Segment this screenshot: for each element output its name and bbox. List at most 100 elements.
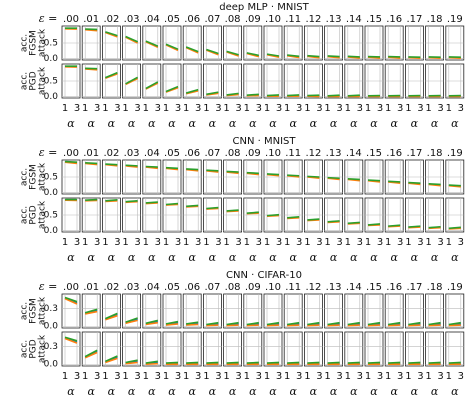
x-tick-label: 3 — [94, 103, 100, 114]
x-tick-label: 1 — [223, 103, 229, 114]
panel — [122, 331, 141, 367]
series-line — [206, 361, 219, 364]
row-label: attack — [38, 28, 48, 57]
x-tick-label: 3 — [175, 103, 181, 114]
x-tick-label: 3 — [215, 103, 221, 114]
panel — [162, 331, 182, 367]
panel — [243, 331, 263, 367]
x-axis-label: α — [168, 251, 176, 264]
series-line — [64, 337, 78, 344]
panel — [243, 293, 263, 329]
epsilon-value: .04 — [144, 282, 160, 293]
x-axis-label: α — [431, 251, 439, 264]
series-line — [307, 175, 320, 178]
x-axis-label: α — [168, 385, 176, 398]
series-line — [105, 312, 118, 320]
row-label: attack — [38, 162, 48, 191]
series-line — [347, 221, 360, 225]
x-tick-label: 3 — [296, 371, 302, 382]
x-axis-label: α — [370, 385, 378, 398]
series-line — [125, 361, 138, 365]
series-line — [246, 324, 259, 327]
x-tick-label: 1 — [304, 237, 310, 248]
series-line — [84, 351, 98, 359]
series-line — [125, 164, 138, 167]
x-tick-label: 1 — [183, 237, 189, 248]
series-line — [64, 336, 78, 342]
series-line — [125, 359, 138, 364]
panel — [202, 331, 222, 367]
series-line — [287, 94, 300, 97]
x-tick-label: 3 — [114, 237, 120, 248]
series-line — [125, 317, 138, 323]
x-axis-label: α — [128, 251, 136, 264]
epsilon-value: .05 — [164, 148, 180, 159]
x-axis-label: α — [148, 385, 156, 398]
epsilon-value: .00 — [63, 148, 79, 159]
x-tick-label: 3 — [74, 103, 80, 114]
series-line — [165, 361, 179, 364]
panel — [223, 331, 243, 367]
x-tick-label: 1 — [163, 237, 169, 248]
series-line — [206, 206, 219, 210]
panel — [142, 331, 162, 367]
x-axis-label: α — [431, 117, 439, 130]
epsilon-value: .10 — [265, 282, 281, 293]
x-tick-label: 1 — [385, 103, 391, 114]
x-tick-label: 3 — [114, 103, 120, 114]
x-tick-label: 3 — [458, 237, 464, 248]
y-tick-label: 0.5 — [44, 77, 58, 87]
series-line — [185, 88, 199, 94]
panel — [445, 293, 465, 329]
series-line — [428, 321, 441, 326]
x-tick-label: 3 — [437, 371, 443, 382]
epsilon-value: .07 — [204, 14, 220, 25]
x-axis-label: α — [310, 117, 318, 130]
series-line — [327, 94, 340, 97]
x-tick-label: 3 — [276, 371, 282, 382]
epsilon-value: .06 — [184, 282, 200, 293]
x-axis-label: α — [330, 117, 338, 130]
x-tick-label: 1 — [405, 371, 411, 382]
series-line — [125, 35, 138, 43]
series-line — [165, 166, 179, 170]
series-line — [266, 321, 280, 326]
x-axis-label: α — [451, 251, 459, 264]
y-tick-label: 0.0 — [44, 54, 59, 64]
epsilon-value: .19 — [447, 148, 463, 159]
epsilon-value: .16 — [386, 282, 402, 293]
series-line — [145, 360, 158, 364]
x-tick-label: 1 — [365, 237, 371, 248]
y-tick-label: 0.3 — [44, 342, 58, 352]
x-tick-label: 1 — [345, 371, 351, 382]
series-line — [287, 324, 300, 327]
series-line — [226, 361, 239, 364]
series-line — [145, 201, 158, 204]
series-line — [367, 361, 381, 364]
x-tick-label: 1 — [122, 103, 128, 114]
panel — [425, 331, 445, 367]
x-tick-label: 1 — [143, 371, 149, 382]
series-line — [287, 361, 300, 364]
epsilon-value: .14 — [346, 282, 362, 293]
x-tick-label: 3 — [276, 237, 282, 248]
row-label: attack — [38, 200, 48, 229]
y-tick-label: 0.0 — [44, 360, 59, 370]
x-tick-label: 3 — [437, 103, 443, 114]
x-tick-label: 1 — [385, 371, 391, 382]
x-tick-label: 3 — [155, 371, 161, 382]
x-tick-label: 1 — [425, 237, 431, 248]
x-tick-label: 1 — [446, 237, 452, 248]
series-line — [327, 361, 340, 364]
x-axis-label: α — [411, 251, 419, 264]
series-line — [408, 361, 421, 364]
x-tick-label: 3 — [296, 237, 302, 248]
x-axis-label: α — [350, 117, 358, 130]
series-line — [347, 94, 360, 97]
x-tick-label: 1 — [365, 371, 371, 382]
x-tick-label: 3 — [336, 371, 342, 382]
epsilon-value: .01 — [83, 148, 99, 159]
epsilon-value: .18 — [427, 148, 443, 159]
series-line — [408, 225, 421, 228]
epsilon-value: .03 — [124, 14, 140, 25]
